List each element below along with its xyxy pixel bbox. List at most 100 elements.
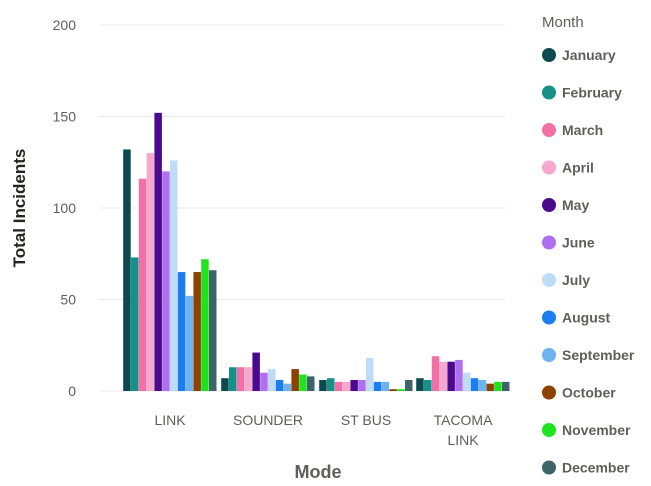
- bar[interactable]: [299, 374, 307, 391]
- bar[interactable]: [275, 380, 284, 391]
- legend-label: February: [562, 85, 622, 101]
- legend-label: June: [562, 235, 595, 251]
- y-axis-title: Total Incidents: [10, 149, 29, 268]
- bar[interactable]: [193, 272, 201, 391]
- x-axis-title: Mode: [295, 462, 342, 481]
- legend-swatch: [542, 198, 556, 212]
- legend-label: October: [562, 385, 616, 401]
- bar[interactable]: [185, 295, 194, 391]
- bar[interactable]: [494, 381, 502, 391]
- x-tick-label: LINK: [154, 412, 186, 428]
- legend-item[interactable]: February: [542, 85, 622, 101]
- legend-item[interactable]: April: [542, 160, 594, 176]
- legend-swatch: [542, 160, 556, 175]
- legend-item[interactable]: June: [542, 235, 595, 251]
- bar[interactable]: [373, 381, 382, 391]
- legend-label: November: [562, 422, 631, 438]
- bar[interactable]: [131, 257, 139, 391]
- bar[interactable]: [229, 367, 237, 391]
- bar[interactable]: [260, 372, 268, 391]
- bar-group: [416, 356, 510, 391]
- x-axis-ticks: LINK SOUNDER ST BUS TACOMA LINK: [154, 412, 493, 448]
- legend-label: August: [562, 310, 611, 326]
- bar[interactable]: [291, 369, 299, 391]
- legend-items: January February March April May June July Augu…: [542, 47, 635, 476]
- y-tick-label: 200: [53, 17, 77, 33]
- bar[interactable]: [455, 359, 463, 391]
- legend-item[interactable]: January: [542, 47, 616, 63]
- bar[interactable]: [244, 367, 253, 391]
- bar[interactable]: [416, 378, 424, 391]
- y-axis-ticks: 0 50 100 150 200: [53, 17, 77, 399]
- bar[interactable]: [319, 380, 327, 391]
- bar[interactable]: [486, 383, 494, 391]
- bar[interactable]: [342, 381, 351, 391]
- bar[interactable]: [138, 178, 147, 391]
- x-tick-label: ST BUS: [341, 412, 391, 428]
- bar[interactable]: [366, 358, 374, 391]
- legend-item[interactable]: August: [542, 310, 611, 326]
- bar[interactable]: [221, 378, 229, 391]
- bar[interactable]: [162, 171, 170, 391]
- bar[interactable]: [201, 259, 209, 391]
- y-tick-label: 100: [53, 200, 77, 216]
- legend-label: September: [562, 347, 635, 363]
- legend-item[interactable]: November: [542, 422, 631, 438]
- bar[interactable]: [252, 352, 260, 391]
- bar[interactable]: [470, 378, 479, 391]
- bar-group: [221, 352, 315, 391]
- bar[interactable]: [283, 383, 292, 391]
- bar[interactable]: [381, 381, 390, 391]
- legend: Month January February March April May June Ju…: [542, 14, 635, 476]
- legend-item[interactable]: September: [542, 347, 635, 363]
- bar[interactable]: [177, 272, 186, 391]
- legend-label: May: [562, 197, 589, 213]
- bar[interactable]: [170, 160, 178, 391]
- bar[interactable]: [209, 270, 217, 391]
- legend-item[interactable]: December: [542, 460, 630, 476]
- legend-item[interactable]: May: [542, 197, 589, 213]
- legend-item[interactable]: March: [542, 122, 603, 138]
- bar[interactable]: [307, 376, 315, 391]
- bar[interactable]: [447, 361, 455, 391]
- bar[interactable]: [123, 149, 131, 391]
- x-tick-label: TACOMA LINK: [434, 412, 494, 448]
- bar[interactable]: [236, 367, 245, 391]
- legend-item[interactable]: October: [542, 385, 616, 401]
- legend-swatch: [542, 48, 556, 62]
- bar[interactable]: [478, 380, 487, 391]
- bar[interactable]: [358, 380, 366, 391]
- legend-label: March: [562, 122, 603, 138]
- legend-swatch: [542, 123, 556, 137]
- bar[interactable]: [397, 389, 405, 391]
- bar[interactable]: [389, 389, 397, 391]
- bar[interactable]: [268, 369, 276, 391]
- bar[interactable]: [350, 380, 358, 391]
- y-tick-label: 50: [60, 292, 76, 308]
- legend-swatch: [542, 235, 556, 250]
- legend-swatch: [542, 460, 556, 475]
- legend-swatch: [542, 385, 556, 400]
- bar[interactable]: [424, 380, 432, 391]
- legend-swatch: [542, 423, 556, 437]
- legend-swatch: [542, 310, 556, 325]
- bar-group: [123, 112, 217, 391]
- bar[interactable]: [463, 372, 471, 391]
- bar[interactable]: [327, 378, 335, 391]
- bar[interactable]: [154, 112, 162, 391]
- y-tick-label: 150: [53, 109, 77, 125]
- bar[interactable]: [405, 380, 413, 391]
- legend-swatch: [542, 85, 556, 100]
- legend-label: April: [562, 160, 594, 176]
- bar[interactable]: [431, 356, 440, 391]
- bar[interactable]: [502, 381, 510, 391]
- bar[interactable]: [439, 361, 448, 391]
- legend-label: January: [562, 47, 616, 63]
- legend-label: July: [562, 272, 590, 288]
- y-tick-label: 0: [68, 383, 76, 399]
- bar[interactable]: [146, 153, 155, 391]
- bar[interactable]: [334, 381, 343, 391]
- legend-item[interactable]: July: [542, 272, 590, 288]
